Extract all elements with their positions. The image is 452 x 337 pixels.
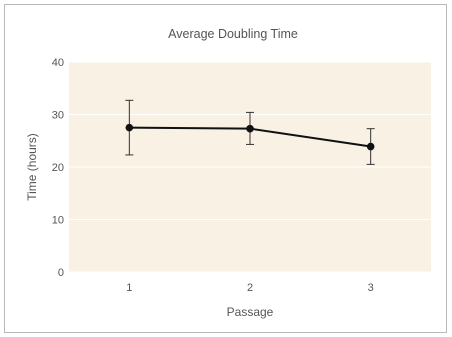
- chart-title: Average Doubling Time: [168, 27, 298, 41]
- x-tick-label: 3: [368, 282, 374, 294]
- data-point: [246, 124, 254, 133]
- y-tick-label: 30: [52, 110, 64, 122]
- y-tick-label: 0: [58, 267, 64, 279]
- x-tick-label: 2: [247, 282, 253, 294]
- y-axis-label: Time (hours): [25, 133, 39, 201]
- data-point: [125, 123, 134, 132]
- data-points: [125, 123, 375, 151]
- x-axis-label: Passage: [227, 305, 274, 319]
- data-point: [366, 142, 375, 151]
- y-tick-label: 10: [52, 215, 64, 227]
- y-tick-labels: 0 10 20 30 40: [52, 57, 64, 279]
- y-tick-label: 20: [52, 162, 64, 174]
- chart-frame: Average Doubling Time 0 10 20 30 40 1 2 3 Pass…: [4, 4, 447, 333]
- x-tick-labels: 1 2 3: [126, 282, 373, 294]
- y-tick-label: 40: [52, 57, 64, 69]
- chart-svg: Average Doubling Time 0 10 20 30 40 1 2 3 Pass…: [25, 27, 431, 319]
- x-tick-label: 1: [126, 282, 132, 294]
